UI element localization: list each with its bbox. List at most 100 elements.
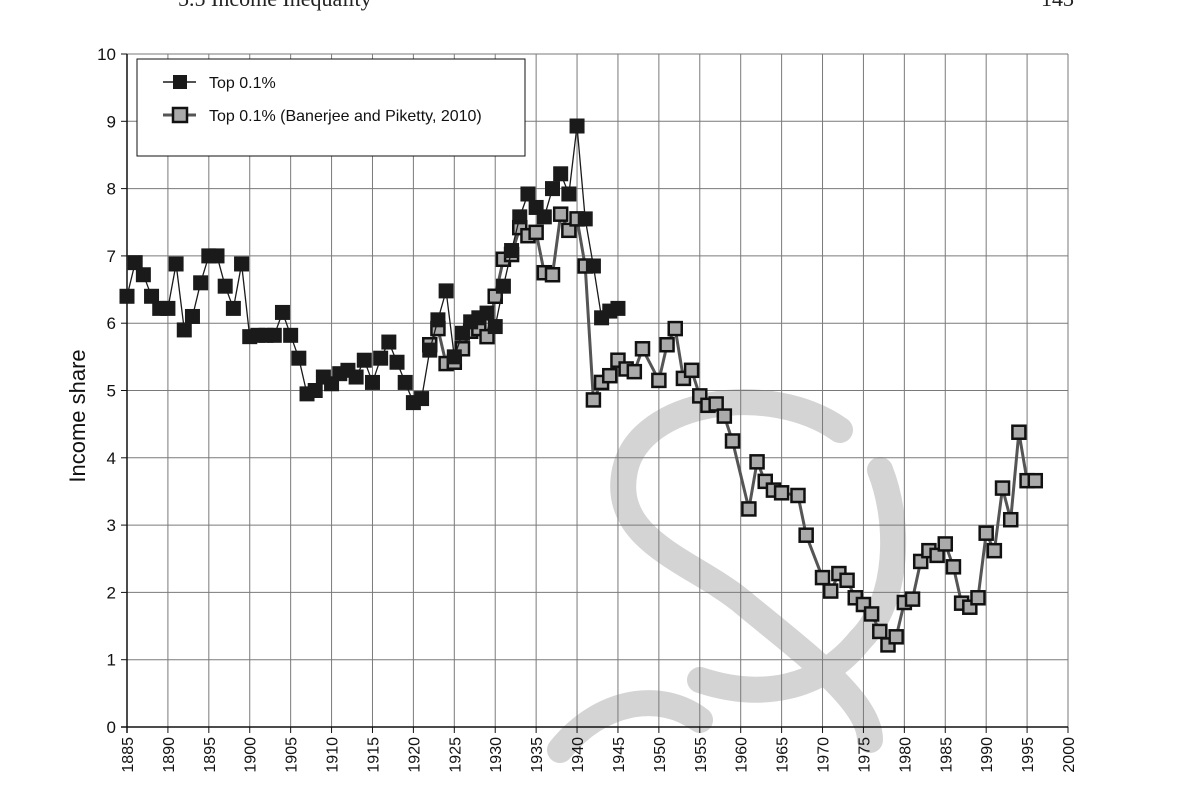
y-tick-label: 4 <box>107 449 116 468</box>
data-point <box>389 354 405 370</box>
data-point <box>937 536 954 552</box>
data-point <box>552 206 569 222</box>
x-tick-label: 1910 <box>325 737 342 773</box>
data-point <box>814 569 831 586</box>
legend-label-2: Top 0.1% (Banerjee and Piketty, 2010) <box>209 108 482 125</box>
x-tick-label: 1905 <box>284 737 301 773</box>
x-tick-label: 1985 <box>938 737 955 773</box>
data-point <box>978 525 994 541</box>
x-axis-ticks: 1885 1890 1895 1900 1905 1910 1915 1920 1925 1930… <box>120 727 1078 773</box>
data-point <box>422 342 438 358</box>
data-point <box>520 186 536 202</box>
section-title: 5.5 Income Inequality <box>178 0 372 12</box>
data-point <box>414 391 430 407</box>
data-point <box>487 319 503 335</box>
x-tick-label: 1900 <box>243 737 260 773</box>
data-point <box>561 222 577 239</box>
data-point <box>135 267 151 283</box>
x-tick-label: 1885 <box>120 737 137 773</box>
series-layer <box>119 118 1044 653</box>
data-point <box>160 300 176 316</box>
data-point <box>667 320 683 337</box>
data-point <box>209 248 225 264</box>
data-point <box>585 392 602 408</box>
data-point <box>348 369 364 385</box>
data-point <box>741 501 757 517</box>
data-point <box>1002 511 1019 528</box>
data-point <box>193 275 209 291</box>
data-point <box>986 542 1003 559</box>
data-point <box>863 606 880 622</box>
data-point <box>610 300 626 316</box>
data-point <box>994 480 1011 496</box>
y-tick-label: 7 <box>107 247 116 266</box>
data-point <box>454 325 470 341</box>
x-tick-label: 1920 <box>406 737 423 773</box>
x-tick-label: 1980 <box>897 737 914 773</box>
data-point <box>356 352 372 368</box>
data-point <box>176 322 192 338</box>
data-point <box>585 258 601 274</box>
data-point <box>626 363 643 380</box>
data-point <box>274 304 290 320</box>
y-tick-label: 8 <box>107 180 116 199</box>
data-point <box>144 288 160 304</box>
legend: Top 0.1% Top 0.1% (Banerjee and Piketty,… <box>136 58 526 157</box>
data-point <box>283 327 299 343</box>
data-point <box>561 186 577 202</box>
data-point <box>528 224 544 241</box>
y-tick-label: 6 <box>107 314 116 333</box>
data-point <box>446 349 462 365</box>
page-number: 143 <box>1041 0 1074 12</box>
data-point <box>544 181 560 197</box>
x-tick-label: 1975 <box>856 737 873 773</box>
data-point <box>904 591 921 607</box>
x-tick-label: 1950 <box>652 737 669 773</box>
legend-label-1: Top 0.1% <box>209 75 276 92</box>
data-point <box>839 572 855 589</box>
x-tick-label: 1935 <box>529 737 546 773</box>
data-point <box>929 547 945 564</box>
data-point <box>364 374 380 390</box>
grid-lines <box>126 53 1069 728</box>
x-tick-label: 1990 <box>979 737 996 773</box>
data-point <box>1011 424 1027 440</box>
data-point <box>872 623 888 640</box>
y-tick-label: 3 <box>107 516 116 535</box>
data-point <box>651 372 667 389</box>
y-tick-label: 10 <box>97 45 116 64</box>
data-point <box>127 255 143 271</box>
data-point <box>234 256 250 272</box>
data-point <box>307 383 323 398</box>
y-tick-label: 1 <box>107 651 116 670</box>
x-tick-label: 1960 <box>734 737 751 773</box>
data-point <box>822 583 839 599</box>
x-tick-label: 1930 <box>488 737 505 773</box>
x-tick-label: 1970 <box>816 737 833 773</box>
x-tick-label: 1945 <box>611 737 628 773</box>
data-point <box>504 243 520 259</box>
data-point <box>724 433 741 449</box>
data-point <box>430 312 446 328</box>
data-point <box>577 211 593 227</box>
data-point <box>544 266 561 283</box>
legend-box <box>136 58 526 157</box>
data-point <box>888 629 904 645</box>
data-point <box>773 485 790 501</box>
data-point <box>381 334 397 350</box>
y-axis-ticks: 0 1 2 3 4 5 6 7 8 9 10 <box>97 45 127 737</box>
data-point <box>168 256 184 272</box>
data-point <box>798 527 814 543</box>
y-tick-label: 2 <box>107 583 116 602</box>
data-point <box>184 308 200 324</box>
legend-marker-hollow-square <box>171 106 189 124</box>
x-tick-label: 2000 <box>1061 737 1078 773</box>
y-tick-label: 5 <box>107 382 116 401</box>
series-top-0-1-percent <box>119 118 626 411</box>
x-tick-label: 1940 <box>570 737 587 773</box>
data-point <box>438 283 454 299</box>
y-axis-label: Income share <box>65 349 90 482</box>
x-tick-label: 1895 <box>202 737 219 773</box>
data-point <box>217 278 233 294</box>
